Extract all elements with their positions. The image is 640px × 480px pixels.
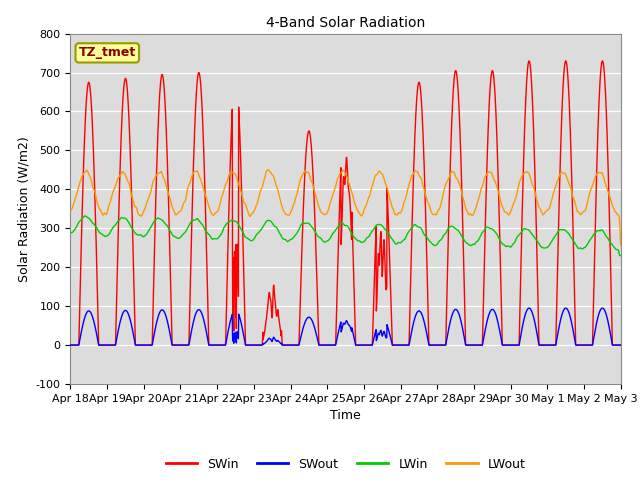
Legend: SWin, SWout, LWin, LWout: SWin, SWout, LWin, LWout bbox=[161, 453, 531, 476]
Title: 4-Band Solar Radiation: 4-Band Solar Radiation bbox=[266, 16, 425, 30]
X-axis label: Time: Time bbox=[330, 409, 361, 422]
Text: TZ_tmet: TZ_tmet bbox=[79, 47, 136, 60]
Y-axis label: Solar Radiation (W/m2): Solar Radiation (W/m2) bbox=[17, 136, 30, 282]
